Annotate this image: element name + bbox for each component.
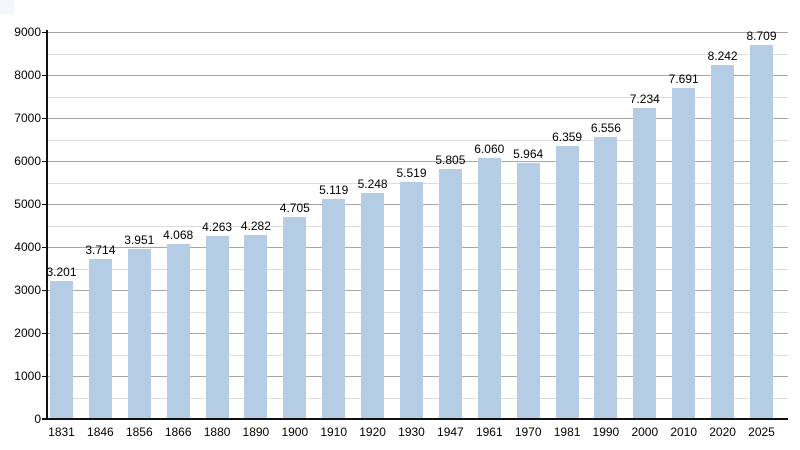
bar-value-label: 3.201: [46, 265, 77, 280]
x-tick-label: 2010: [670, 425, 698, 439]
y-tick-label: 6000: [14, 154, 41, 168]
x-tick-label: 1880: [203, 425, 231, 439]
bar-value-label: 3.714: [85, 243, 116, 258]
y-tick-label: 8000: [14, 68, 41, 82]
bar-value-label: 6.556: [590, 121, 621, 136]
x-tick-label: 2000: [631, 425, 659, 439]
x-tick-label: 1856: [125, 425, 153, 439]
bar: [750, 44, 773, 419]
bar: [516, 162, 540, 419]
bar-value-label: 5.805: [435, 153, 466, 168]
bar-value-label: 5.248: [357, 177, 388, 192]
bar: [88, 259, 112, 419]
bar: [400, 181, 423, 419]
x-tick-label: 1866: [164, 425, 192, 439]
x-tick-label: 1846: [87, 425, 114, 439]
minor-gridline: [48, 139, 788, 141]
bar-value-label: 8.709: [746, 28, 777, 43]
major-gridline: [48, 32, 788, 33]
bar: [477, 158, 501, 419]
bar-value-label: 5.119: [319, 182, 349, 197]
y-tick-label: 0: [34, 412, 41, 426]
y-tick-label: 9000: [14, 25, 41, 39]
bar-value-label: 4.282: [240, 218, 271, 233]
y-tick-label: 3000: [14, 283, 41, 297]
major-gridline: [48, 161, 788, 162]
bar-value-label: 3.951: [124, 233, 155, 248]
bar: [283, 216, 307, 419]
bar-value-label: 8.242: [707, 48, 738, 63]
x-tick-label: 1890: [242, 425, 270, 439]
y-tick-label: 5000: [14, 197, 41, 211]
minor-gridline: [48, 53, 788, 55]
y-tick: [42, 161, 48, 162]
bar: [50, 281, 73, 419]
major-gridline: [48, 75, 788, 76]
x-tick-label: 2025: [748, 425, 775, 439]
bar-value-label: 5.964: [513, 146, 544, 161]
bar: [205, 235, 229, 419]
minor-gridline: [48, 96, 788, 98]
bar-value-label: 7.234: [629, 91, 660, 106]
y-tick: [42, 118, 48, 119]
bar: [166, 244, 190, 419]
y-tick-label: 4000: [14, 240, 41, 254]
y-tick-label: 7000: [14, 111, 41, 125]
y-tick: [42, 247, 48, 248]
bar-value-label: 5.519: [396, 165, 427, 180]
y-tick: [42, 290, 48, 291]
bar: [633, 107, 657, 419]
x-tick-label: 1920: [359, 425, 386, 439]
x-axis-line: [42, 418, 788, 420]
bar: [322, 198, 346, 419]
major-gridline: [48, 118, 788, 119]
x-tick-label: 2020: [709, 425, 736, 439]
bar: [555, 145, 579, 419]
legend-swatch-artifact: [0, 0, 14, 14]
x-tick-label: 1961: [475, 425, 503, 439]
bar: [594, 137, 618, 419]
x-tick-label: 1930: [398, 425, 425, 439]
y-tick: [42, 333, 48, 334]
y-tick: [42, 204, 48, 205]
bar-value-label: 4.068: [163, 228, 194, 243]
x-tick-label: 1970: [514, 425, 542, 439]
bar: [438, 169, 462, 419]
bar-value-label: 7.691: [668, 72, 699, 87]
bar: [244, 234, 268, 419]
y-tick: [42, 75, 48, 76]
x-tick-label: 1990: [592, 425, 620, 439]
bar: [127, 249, 151, 419]
x-tick-label: 1831: [48, 425, 75, 439]
bar: [711, 64, 735, 419]
x-tick-label: 1947: [437, 425, 464, 439]
bar-value-label: 4.263: [202, 219, 233, 234]
y-axis-line: [46, 30, 48, 420]
x-tick-label: 1981: [553, 425, 581, 439]
y-tick-label: 2000: [14, 326, 41, 340]
bar-value-label: 6.060: [474, 142, 505, 157]
y-tick: [42, 32, 48, 33]
bar: [361, 193, 385, 419]
x-tick-label: 1910: [320, 425, 348, 439]
y-tick-label: 1000: [14, 369, 41, 383]
bar: [672, 88, 696, 419]
x-tick-label: 1900: [281, 425, 309, 439]
bar-value-label: 4.705: [279, 200, 310, 215]
y-tick: [42, 376, 48, 377]
bar-value-label: 6.359: [552, 129, 583, 144]
